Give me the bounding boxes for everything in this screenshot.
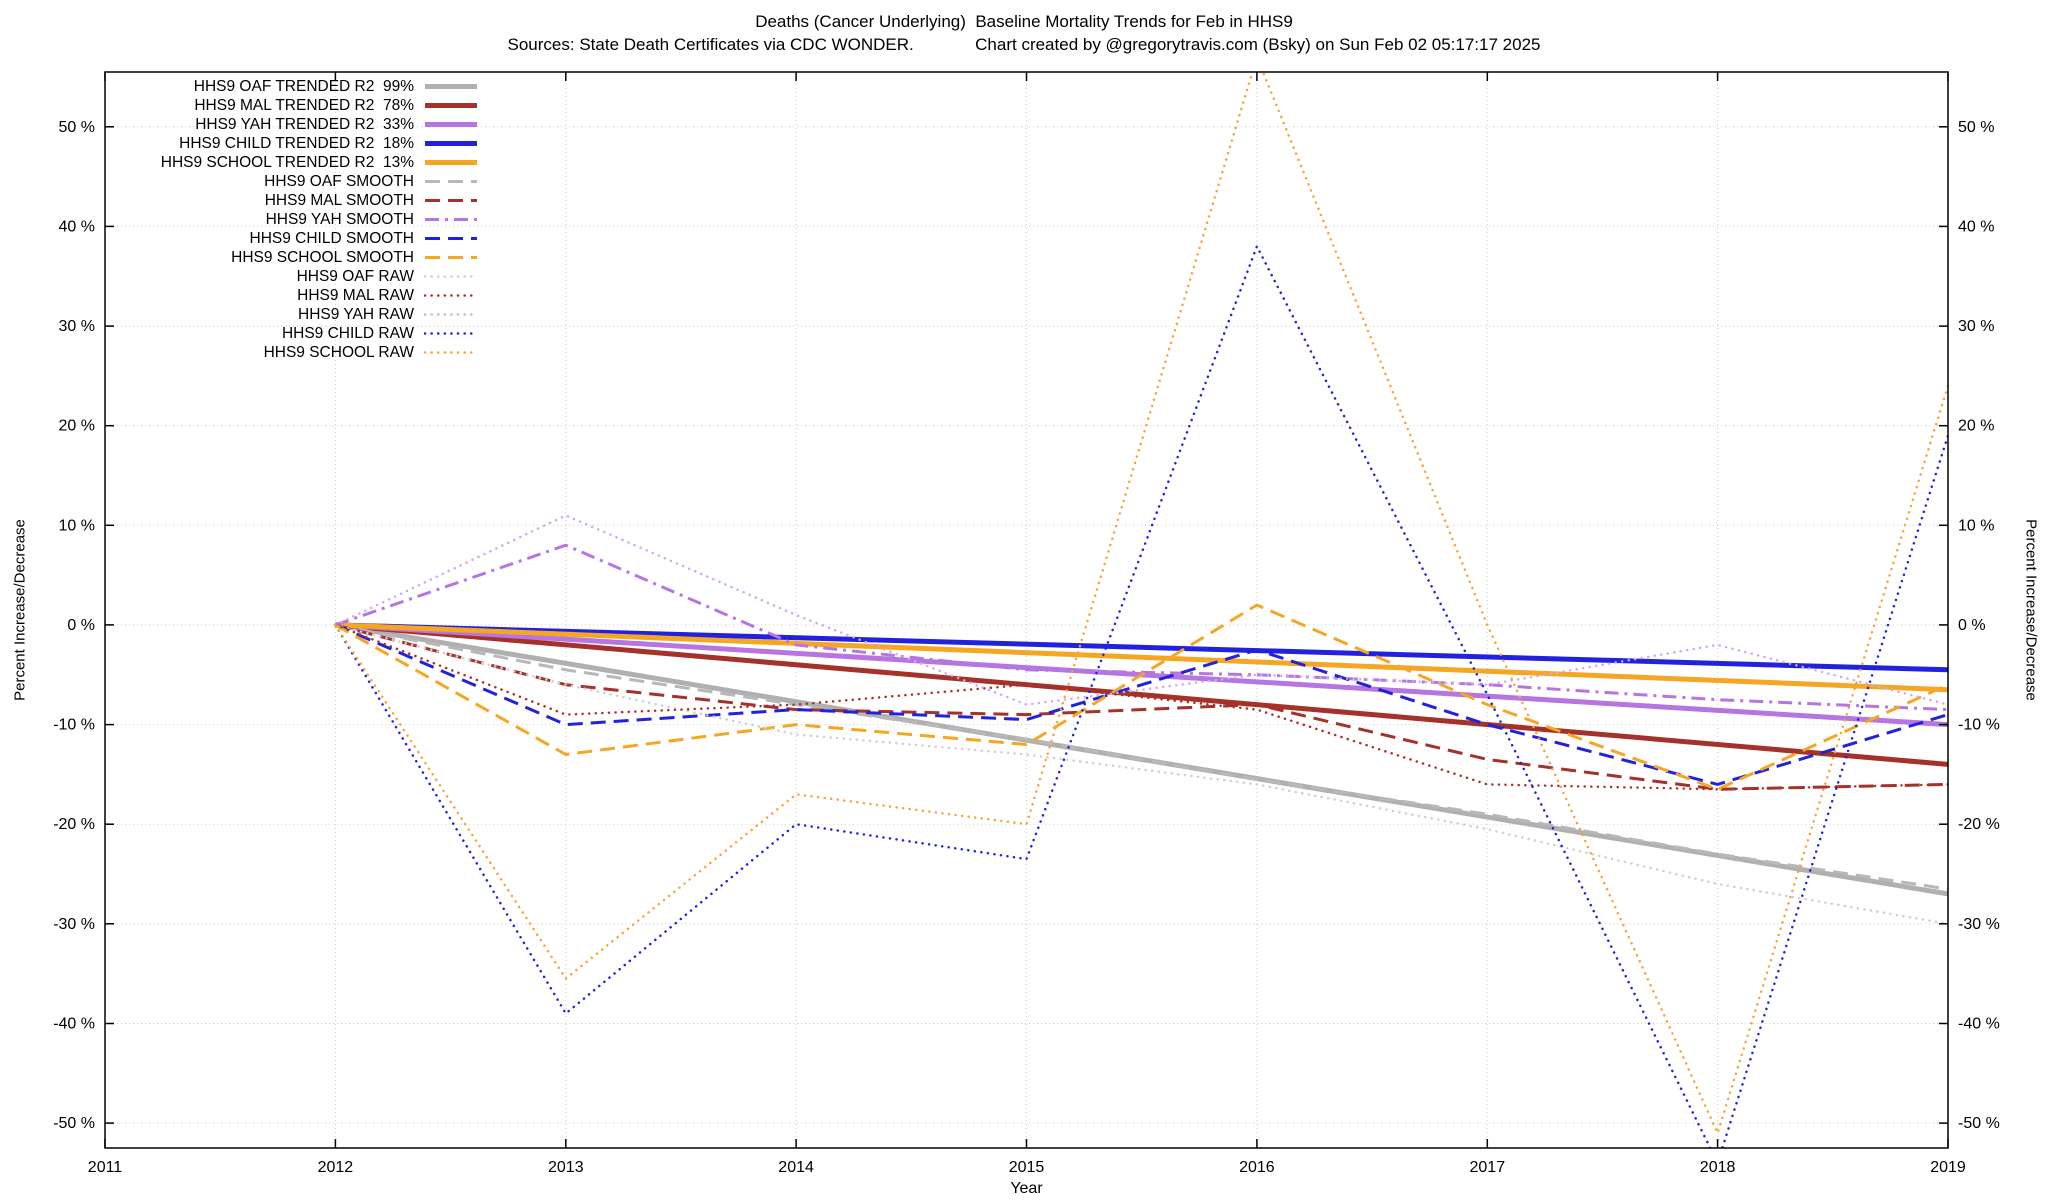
legend-item-school-trended: HHS9 SCHOOL TRENDED R2 13%: [78, 153, 478, 172]
x-tick-label-2015: 2015: [1009, 1159, 1045, 1176]
legend-label-yah-smooth: HHS9 YAH SMOOTH: [265, 210, 414, 228]
legend-sample-school-raw: [424, 351, 478, 354]
y-tick-label-left-50: 50 %: [59, 119, 95, 136]
series-line-school-raw: [334, 72, 1948, 1135]
legend-label-yah-raw: HHS9 YAH RAW: [298, 305, 414, 323]
legend-item-yah-smooth: HHS9 YAH SMOOTH: [78, 210, 478, 229]
legend-sample-school-trended: [425, 160, 477, 165]
series-line-oaf-smooth: [335, 623, 1948, 891]
y-tick-label-right--10: -10 %: [1958, 717, 2000, 734]
legend-label-child-raw: HHS9 CHILD RAW: [281, 324, 414, 342]
legend-label-mal-trended: HHS9 MAL TRENDED R2 78%: [194, 96, 414, 114]
y-tick-label-right-20: 20 %: [1958, 418, 1994, 435]
legend-item-school-smooth: HHS9 SCHOOL SMOOTH: [78, 248, 478, 267]
x-tick-label-2011: 2011: [88, 1159, 123, 1176]
y-tick-label-left-20: 20 %: [59, 418, 95, 435]
legend-item-yah-raw: HHS9 YAH RAW: [78, 305, 478, 324]
legend-item-oaf-raw: HHS9 OAF RAW: [78, 267, 478, 286]
series-line-yah-smooth: [334, 543, 1948, 712]
legend-sample-oaf-raw: [424, 275, 478, 278]
series-line-yah-raw: [334, 514, 1948, 706]
y-tick-label-right--20: -20 %: [1958, 816, 2000, 833]
series-line-mal-raw: [334, 623, 1948, 791]
legend-item-mal-raw: HHS9 MAL RAW: [78, 286, 478, 305]
legend-label-child-smooth: HHS9 CHILD SMOOTH: [249, 229, 415, 247]
legend-sample-mal-smooth: [425, 199, 477, 202]
y-tick-label-left-0: 0 %: [67, 617, 95, 634]
legend-sample-yah-smooth: [425, 218, 477, 221]
legend-sample-yah-raw: [424, 313, 478, 316]
legend-label-oaf-raw: HHS9 OAF RAW: [296, 267, 414, 285]
legend-label-school-raw: HHS9 SCHOOL RAW: [263, 343, 414, 361]
series-line-mal-trended: [335, 622, 1948, 767]
series-line-child-raw: [334, 245, 1948, 1148]
y-axis-label-left: Percent Increase/Decrease: [11, 519, 29, 701]
legend-sample-oaf-smooth: [425, 180, 477, 183]
legend-item-mal-smooth: HHS9 MAL SMOOTH: [78, 191, 478, 210]
legend-sample-child-trended: [425, 141, 477, 146]
y-tick-label-left-10: 10 %: [59, 517, 95, 534]
x-tick-label-2018: 2018: [1700, 1159, 1736, 1176]
chart-subtitle: Sources: State Death Certificates via CD…: [507, 35, 1541, 54]
y-tick-label-left--40: -40 %: [53, 1016, 95, 1033]
x-tick-label-2016: 2016: [1239, 1159, 1275, 1176]
legend-item-oaf-smooth: HHS9 OAF SMOOTH: [78, 172, 478, 191]
y-tick-label-left-40: 40 %: [59, 218, 95, 235]
y-axis-label-right: Percent Increase/Decrease: [2022, 519, 2040, 701]
legend-label-child-trended: HHS9 CHILD TRENDED R2 18%: [179, 134, 414, 152]
series-line-school-smooth: [334, 603, 1948, 791]
series-line-oaf-raw: [334, 623, 1948, 926]
x-tick-label-2012: 2012: [318, 1159, 354, 1176]
legend-label-school-smooth: HHS9 SCHOOL SMOOTH: [231, 248, 414, 266]
legend-label-oaf-trended: HHS9 OAF TRENDED R2 99%: [193, 77, 414, 95]
legend-label-school-trended: HHS9 SCHOOL TRENDED R2 13%: [160, 153, 414, 171]
legend-label-oaf-smooth: HHS9 OAF SMOOTH: [264, 172, 414, 190]
x-axis-label: Year: [1010, 1180, 1043, 1197]
legend-item-child-trended: HHS9 CHILD TRENDED R2 18%: [78, 134, 478, 153]
legend-item-child-raw: HHS9 CHILD RAW: [78, 324, 478, 343]
y-tick-label-right-50: 50 %: [1958, 119, 1994, 136]
x-tick-label-2017: 2017: [1470, 1159, 1506, 1176]
legend-sample-mal-trended: [425, 103, 477, 108]
series-line-child-trended: [335, 622, 1948, 673]
series-line-school-trended: [335, 622, 1948, 693]
legend-sample-school-smooth: [425, 256, 477, 259]
legend: HHS9 OAF TRENDED R2 99% HHS9 MAL TRENDED …: [78, 77, 478, 362]
y-tick-label-right-0: 0 %: [1958, 617, 1986, 634]
legend-item-yah-trended: HHS9 YAH TRENDED R2 33%: [78, 115, 478, 134]
legend-label-mal-smooth: HHS9 MAL SMOOTH: [264, 191, 414, 209]
y-tick-label-right-40: 40 %: [1958, 218, 1994, 235]
legend-item-school-raw: HHS9 SCHOOL RAW: [78, 343, 478, 362]
y-tick-label-right-10: 10 %: [1958, 517, 1994, 534]
x-tick-label-2013: 2013: [548, 1159, 584, 1176]
y-tick-label-left--20: -20 %: [53, 816, 95, 833]
legend-sample-oaf-trended: [425, 84, 477, 89]
series-line-mal-smooth: [335, 623, 1948, 791]
legend-item-oaf-trended: HHS9 OAF TRENDED R2 99%: [78, 77, 478, 96]
legend-item-mal-trended: HHS9 MAL TRENDED R2 78%: [78, 96, 478, 115]
y-tick-label-right--40: -40 %: [1958, 1016, 2000, 1033]
legend-label-yah-trended: HHS9 YAH TRENDED R2 33%: [195, 115, 414, 133]
y-tick-label-right--30: -30 %: [1958, 916, 2000, 933]
legend-sample-child-raw: [424, 332, 478, 335]
legend-item-child-smooth: HHS9 CHILD SMOOTH: [78, 229, 478, 248]
y-tick-label-right--50: -50 %: [1958, 1115, 2000, 1132]
y-tick-label-left-30: 30 %: [59, 318, 95, 335]
legend-sample-yah-trended: [425, 122, 477, 127]
legend-sample-mal-raw: [424, 294, 478, 297]
x-tick-label-2014: 2014: [778, 1159, 814, 1176]
y-tick-label-right-30: 30 %: [1958, 318, 1994, 335]
x-tick-label-2019: 2019: [1930, 1159, 1966, 1176]
legend-label-mal-raw: HHS9 MAL RAW: [297, 286, 414, 304]
y-tick-label-left--30: -30 %: [53, 916, 95, 933]
y-tick-label-left--50: -50 %: [53, 1115, 95, 1132]
chart-title: Deaths (Cancer Underlying) Baseline Mort…: [755, 12, 1293, 31]
y-tick-label-left--10: -10 %: [53, 717, 95, 734]
legend-sample-child-smooth: [425, 237, 477, 240]
